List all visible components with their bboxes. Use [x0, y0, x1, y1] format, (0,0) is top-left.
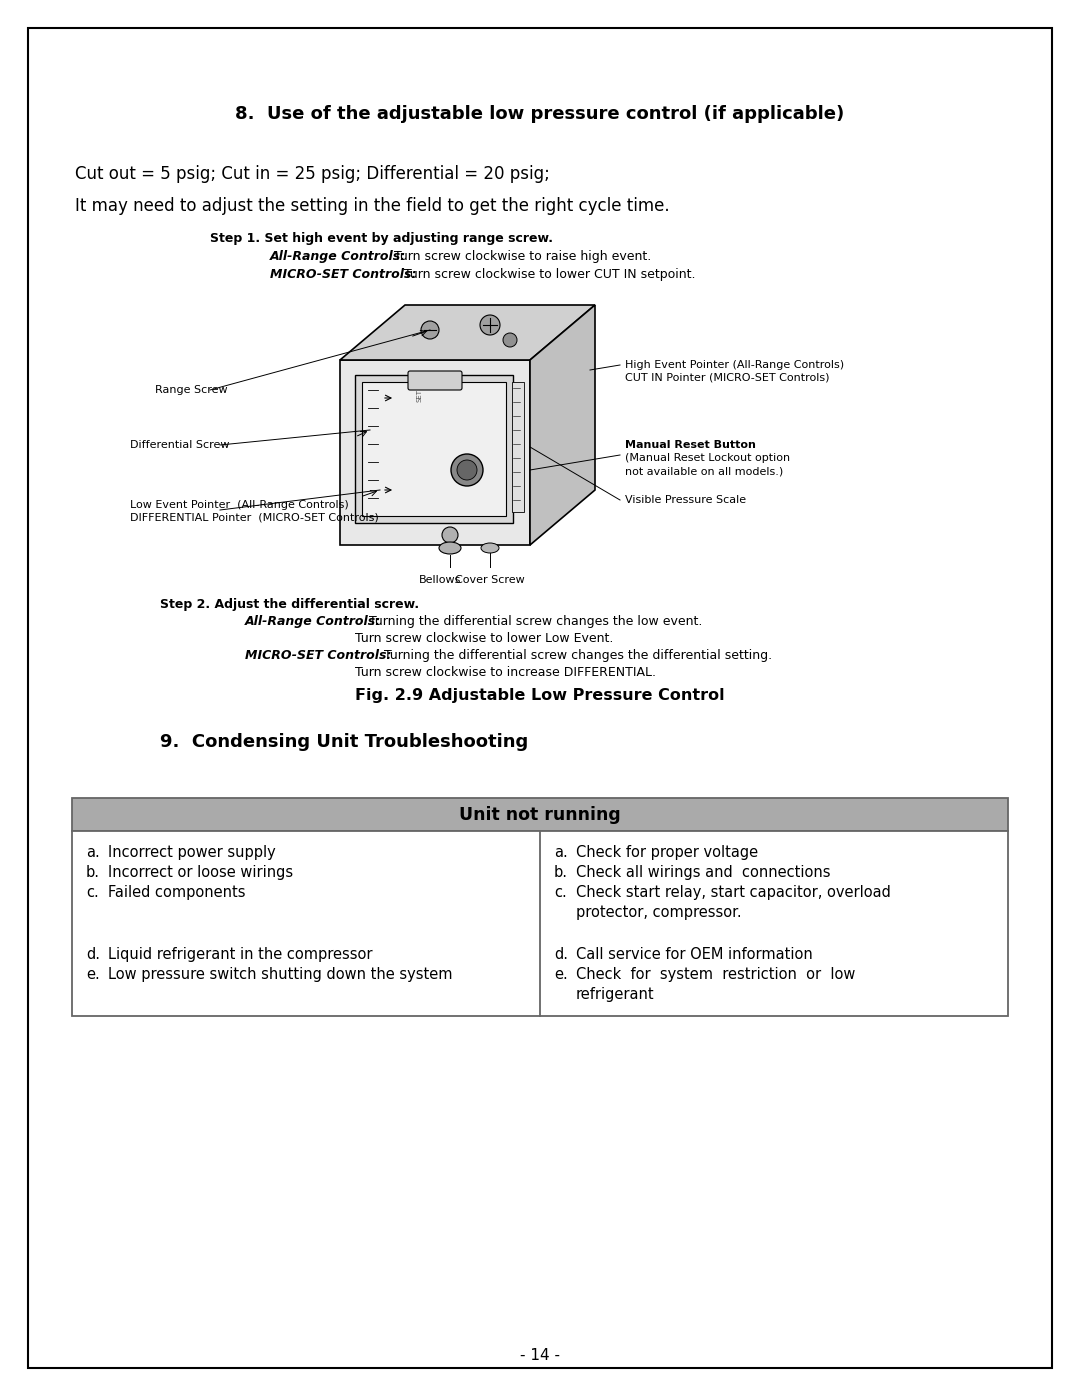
Text: b.: b. [554, 865, 568, 880]
Bar [362, 381, 507, 515]
Text: 9.  Condensing Unit Troubleshooting: 9. Condensing Unit Troubleshooting [160, 733, 528, 752]
Text: Turn screw clockwise to raise high event.: Turn screw clockwise to raise high event… [390, 250, 651, 263]
Text: Turn screw clockwise to lower CUT IN setpoint.: Turn screw clockwise to lower CUT IN set… [400, 268, 696, 281]
Text: Cut out = 5 psig; Cut in = 25 psig; Differential = 20 psig;: Cut out = 5 psig; Cut in = 25 psig; Diff… [75, 165, 550, 183]
Text: 8.  Use of the adjustable low pressure control (if applicable): 8. Use of the adjustable low pressure co… [235, 105, 845, 123]
Text: All-Range Controls:: All-Range Controls: [270, 250, 406, 263]
Bar [72, 798, 1008, 831]
Text: Check all wirings and  connections: Check all wirings and connections [576, 865, 831, 880]
Text: SET: SET [417, 388, 423, 401]
Text: MICRO-SET Controls:: MICRO-SET Controls: [270, 268, 417, 281]
Text: Turning the differential screw changes the low event.: Turning the differential screw changes t… [365, 615, 702, 629]
Polygon shape [530, 305, 595, 545]
Text: All-Range Controls:: All-Range Controls: [245, 615, 381, 629]
Polygon shape [340, 360, 530, 545]
Circle shape [503, 332, 517, 346]
Text: Call service for OEM information: Call service for OEM information [576, 947, 813, 963]
Text: (Manual Reset Lockout option: (Manual Reset Lockout option [625, 453, 791, 462]
FancyBboxPatch shape [408, 372, 462, 390]
Text: Step 2. Adjust the differential screw.: Step 2. Adjust the differential screw. [160, 598, 419, 610]
Text: Incorrect power supply: Incorrect power supply [108, 845, 275, 861]
Text: e.: e. [86, 967, 99, 982]
Text: Range Screw: Range Screw [156, 386, 228, 395]
Text: protector, compressor.: protector, compressor. [576, 905, 742, 921]
Bar [355, 374, 513, 522]
Text: Manual Reset Button: Manual Reset Button [625, 440, 756, 450]
Text: Incorrect or loose wirings: Incorrect or loose wirings [108, 865, 293, 880]
Circle shape [442, 527, 458, 543]
Text: Visible Pressure Scale: Visible Pressure Scale [625, 495, 746, 504]
Text: refrigerant: refrigerant [576, 988, 654, 1002]
Text: d.: d. [86, 947, 100, 963]
Ellipse shape [438, 542, 461, 555]
Text: Failed components: Failed components [108, 886, 245, 900]
Text: Turn screw clockwise to lower Low Event.: Turn screw clockwise to lower Low Event. [355, 631, 613, 645]
Text: Liquid refrigerant in the compressor: Liquid refrigerant in the compressor [108, 947, 373, 963]
Text: Bellows: Bellows [419, 576, 461, 585]
Text: Differential Screw: Differential Screw [130, 440, 229, 450]
Text: Low pressure switch shutting down the system: Low pressure switch shutting down the sy… [108, 967, 453, 982]
Text: a.: a. [554, 845, 568, 861]
Text: Check for proper voltage: Check for proper voltage [576, 845, 758, 861]
Bar [512, 381, 524, 511]
Text: Step 1. Set high event by adjusting range screw.: Step 1. Set high event by adjusting rang… [210, 232, 553, 244]
Circle shape [480, 314, 500, 335]
Text: Turning the differential screw changes the differential setting.: Turning the differential screw changes t… [380, 650, 772, 662]
Circle shape [451, 454, 483, 486]
Text: c.: c. [86, 886, 98, 900]
Text: Fig. 2.9 Adjustable Low Pressure Control: Fig. 2.9 Adjustable Low Pressure Control [355, 687, 725, 703]
Text: MICRO-SET Controls:: MICRO-SET Controls: [245, 650, 391, 662]
Bar [72, 831, 1008, 1016]
Text: - 14 -: - 14 - [519, 1348, 561, 1362]
Text: c.: c. [554, 886, 567, 900]
Text: Check  for  system  restriction  or  low: Check for system restriction or low [576, 967, 855, 982]
Text: d.: d. [554, 947, 568, 963]
Text: It may need to adjust the setting in the field to get the right cycle time.: It may need to adjust the setting in the… [75, 197, 670, 215]
Text: b.: b. [86, 865, 100, 880]
Text: a.: a. [86, 845, 99, 861]
Polygon shape [340, 305, 595, 360]
Text: Unit not running: Unit not running [459, 806, 621, 823]
Text: not available on all models.): not available on all models.) [625, 467, 783, 476]
Text: e.: e. [554, 967, 568, 982]
Circle shape [457, 460, 477, 481]
Text: High Event Pointer (All-Range Controls): High Event Pointer (All-Range Controls) [625, 360, 845, 370]
Text: CUT IN Pointer (MICRO-SET Controls): CUT IN Pointer (MICRO-SET Controls) [625, 373, 829, 383]
Text: DIFFERENTIAL Pointer  (MICRO-SET Controls): DIFFERENTIAL Pointer (MICRO-SET Controls… [130, 513, 379, 522]
Circle shape [421, 321, 438, 339]
Text: Cover Screw: Cover Screw [455, 576, 525, 585]
Text: Turn screw clockwise to increase DIFFERENTIAL.: Turn screw clockwise to increase DIFFERE… [355, 666, 656, 679]
Text: Low Event Pointer  (All-Range Controls): Low Event Pointer (All-Range Controls) [130, 500, 349, 510]
Ellipse shape [481, 543, 499, 553]
Text: Check start relay, start capacitor, overload: Check start relay, start capacitor, over… [576, 886, 891, 900]
